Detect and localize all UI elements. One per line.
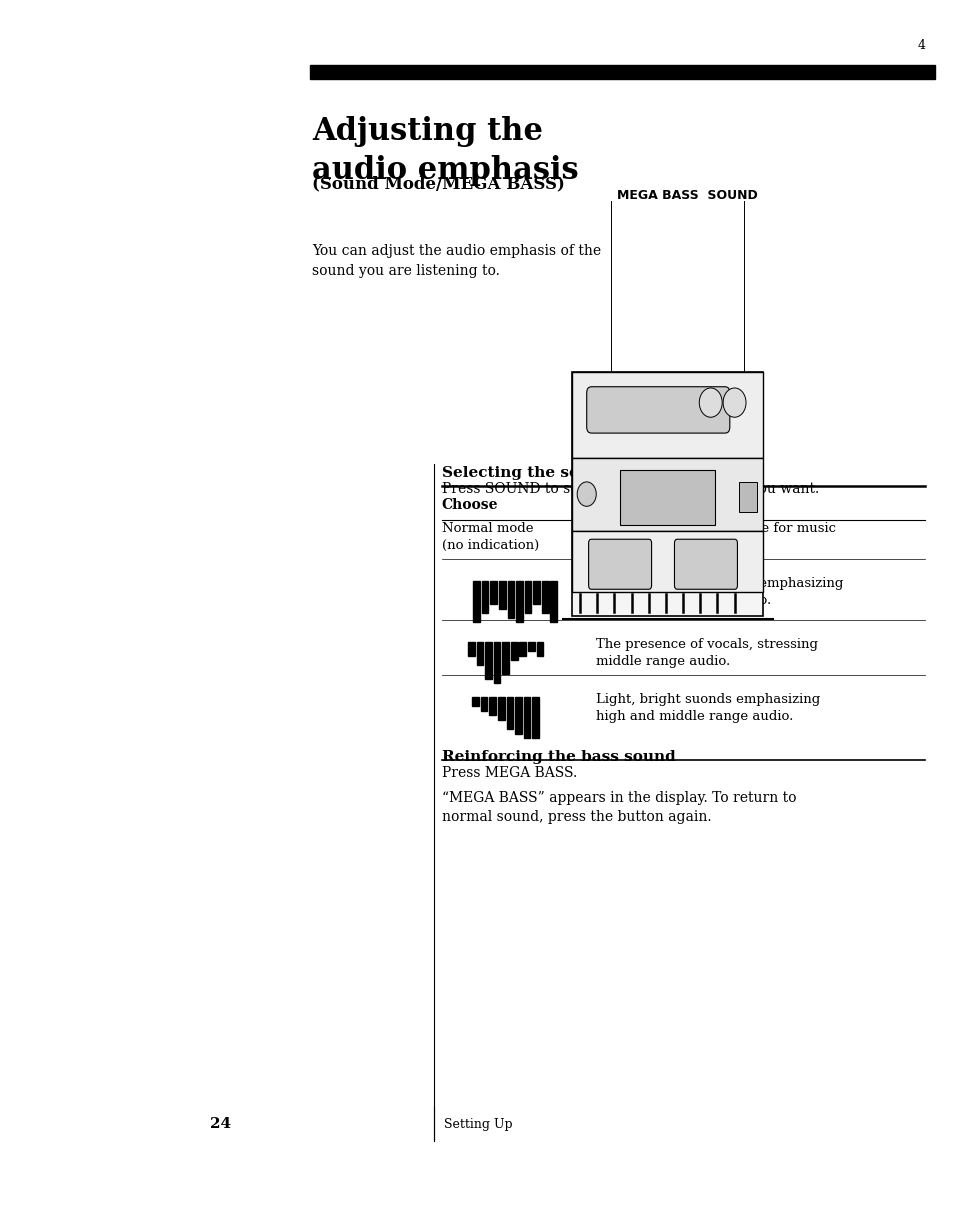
Bar	[497, 697, 504, 720]
Bar	[619, 470, 715, 525]
Text: To get: To get	[596, 498, 643, 511]
FancyBboxPatch shape	[674, 539, 737, 589]
Text: The whole dynamic range for music
such as classical music: The whole dynamic range for music such a…	[596, 522, 836, 553]
Bar	[511, 642, 517, 660]
FancyBboxPatch shape	[586, 387, 729, 433]
Bar	[523, 697, 530, 738]
Bar	[572, 372, 762, 458]
Circle shape	[577, 482, 596, 506]
Text: Selecting the sound characteristic: Selecting the sound characteristic	[441, 466, 735, 479]
Bar	[528, 642, 534, 651]
Text: Adjusting the: Adjusting the	[312, 116, 542, 146]
Text: “MEGA BASS” appears in the display. To return to
normal sound, press the button : “MEGA BASS” appears in the display. To r…	[441, 791, 796, 824]
Text: 24: 24	[210, 1118, 231, 1131]
Bar	[490, 581, 497, 604]
Bar	[502, 642, 509, 675]
Text: Setting Up: Setting Up	[443, 1118, 512, 1131]
Bar	[524, 581, 531, 614]
Bar	[468, 642, 475, 655]
Bar	[494, 642, 499, 683]
Text: Normal mode
(no indication): Normal mode (no indication)	[441, 522, 538, 553]
Text: MEGA BASS  SOUND: MEGA BASS SOUND	[616, 189, 757, 203]
Bar	[506, 697, 513, 730]
Text: Powerful, clean sounds, emphasizing
low and high range audio.: Powerful, clean sounds, emphasizing low …	[596, 577, 842, 608]
Bar	[481, 581, 488, 614]
Text: Press MEGA BASS.: Press MEGA BASS.	[441, 766, 577, 780]
Text: Reinforcing the bass sound: Reinforcing the bass sound	[441, 750, 675, 764]
Bar	[489, 697, 496, 715]
Text: The presence of vocals, stressing
middle range audio.: The presence of vocals, stressing middle…	[596, 638, 818, 669]
Text: Choose: Choose	[441, 498, 497, 511]
Bar	[507, 581, 514, 617]
FancyBboxPatch shape	[588, 539, 651, 589]
Bar	[572, 531, 762, 592]
Bar	[310, 65, 934, 79]
Text: (Sound Mode/MEGA BASS): (Sound Mode/MEGA BASS)	[312, 176, 564, 193]
Bar	[533, 581, 539, 604]
Circle shape	[722, 388, 745, 417]
Bar	[541, 581, 548, 614]
Text: You can adjust the audio emphasis of the
sound you are listening to.: You can adjust the audio emphasis of the…	[312, 244, 600, 277]
Bar	[484, 642, 492, 678]
Bar	[518, 642, 526, 655]
Bar	[516, 581, 522, 622]
FancyBboxPatch shape	[572, 372, 762, 616]
Text: Press SOUND to select the audio emphasis you want.: Press SOUND to select the audio emphasis…	[441, 482, 818, 495]
Bar	[476, 642, 482, 665]
Bar	[572, 458, 762, 531]
Bar	[498, 581, 505, 609]
Bar	[550, 581, 557, 622]
Bar	[515, 697, 521, 733]
Bar	[472, 697, 478, 706]
Bar	[473, 581, 479, 622]
Text: 4: 4	[917, 39, 924, 52]
Text: Light, bright suonds emphasizing
high and middle range audio.: Light, bright suonds emphasizing high an…	[596, 693, 820, 723]
Circle shape	[699, 388, 721, 417]
Text: audio emphasis: audio emphasis	[312, 155, 578, 185]
Bar	[480, 697, 487, 710]
Bar	[536, 642, 542, 655]
Bar	[739, 482, 756, 512]
Bar	[532, 697, 538, 738]
